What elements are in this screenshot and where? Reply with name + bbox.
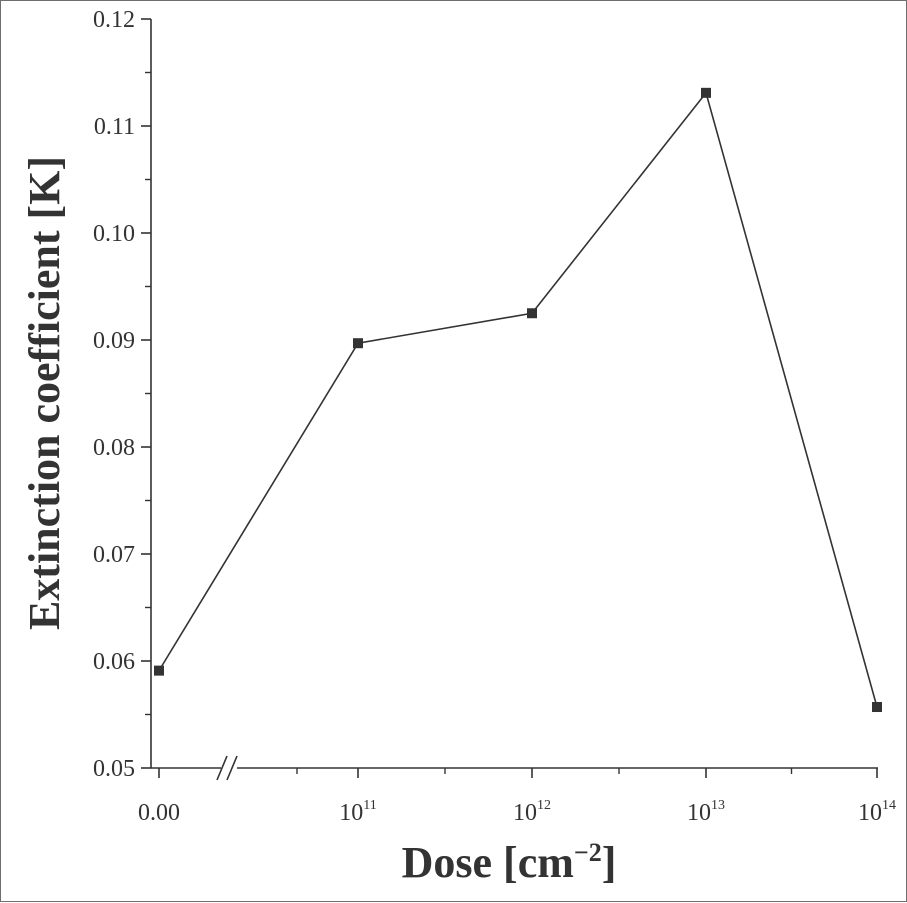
y-tick-label: 0.10 [93,221,135,247]
x-tick-label: 0.00 [138,800,180,826]
x-axis-ticks: 0.00 1011 1012 1013 1014 [138,768,896,826]
x-axis-title-exponent: −2 [574,838,602,867]
y-tick-label: 0.12 [93,7,135,33]
x-tick-exponent: 11 [363,798,376,813]
y-tick-label: 0.09 [93,328,135,354]
x-tick-exponent: 12 [537,798,551,813]
x-axis-title: Dose [cm−2] [402,838,617,887]
data-point-marker [527,308,537,319]
data-series [154,87,882,713]
x-tick-label: 1014 [858,798,896,826]
y-tick-label: 0.11 [94,114,135,140]
x-tick-label: 1011 [339,798,376,826]
x-tick-exponent: 13 [711,798,725,813]
y-axis-ticks: 0.05 0.06 0.07 0.08 0.09 0.10 0.11 0.12 [93,7,151,782]
y-tick-label: 0.07 [93,542,135,568]
x-axis-title-suffix: ] [602,838,617,887]
data-point-marker [872,702,882,713]
data-point-marker [154,665,164,676]
axis-break-mark [226,755,238,781]
series-line [158,91,878,708]
x-tick-label: 1012 [513,798,551,826]
y-tick-label: 0.08 [93,435,135,461]
data-point-marker [701,87,711,98]
x-tick-exponent: 14 [882,798,896,813]
axis-break-mark [216,755,228,781]
x-tick-label: 1013 [687,798,725,826]
y-tick-label: 0.06 [93,649,135,675]
data-point-marker [353,338,363,349]
y-tick-label: 0.05 [93,756,135,782]
axes [150,19,878,781]
y-axis-title: Extinction coefficient [K] [20,156,69,630]
